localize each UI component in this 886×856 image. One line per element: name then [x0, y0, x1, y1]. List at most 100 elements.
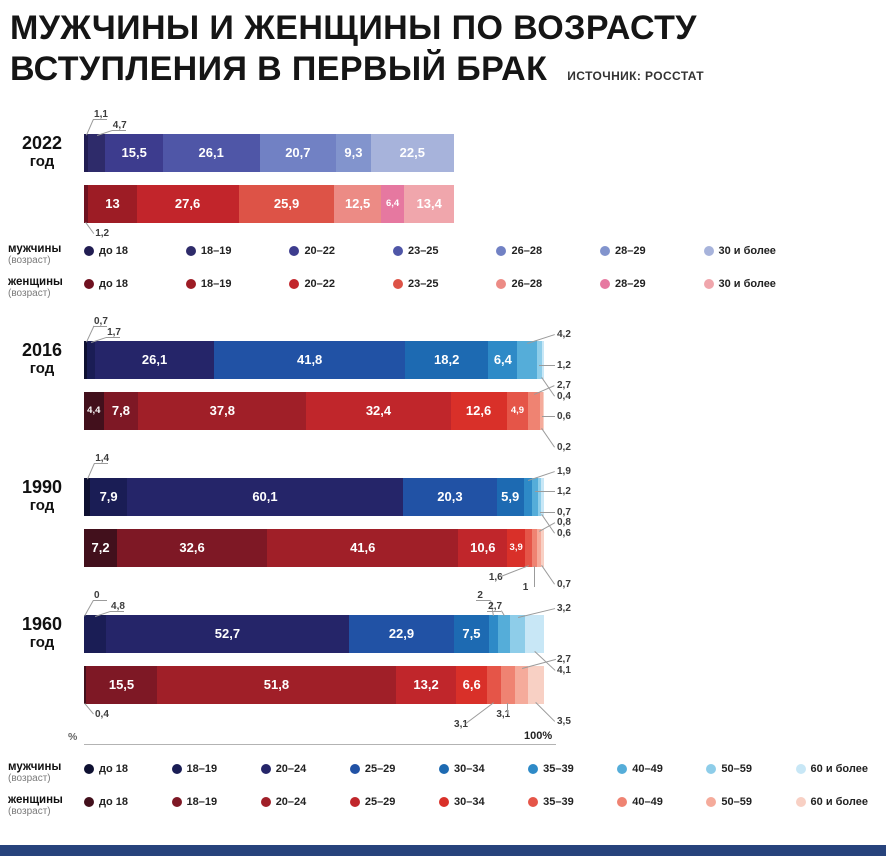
legend-item: 23–25: [392, 278, 439, 290]
legend-category-label: 25–29: [364, 762, 396, 775]
legend-series-name: женщины: [8, 275, 63, 288]
callout-value: 1,2: [557, 486, 571, 498]
callout-line: [539, 511, 555, 513]
segment-value: 10,6: [470, 540, 496, 556]
callout-value: 0: [94, 589, 100, 601]
legend-item: до 18: [84, 278, 128, 290]
legend-item: 18–19: [171, 763, 217, 775]
bar-segment: 6,4: [488, 340, 518, 379]
callout-line: [93, 325, 107, 327]
segment-value: 13,4: [416, 196, 442, 212]
legend-color-dot: [185, 278, 196, 289]
year-word: год: [29, 497, 55, 515]
segment-value: 32,6: [179, 540, 205, 556]
legend-color-dot: [84, 796, 94, 807]
bar-segment: [541, 477, 544, 516]
callout-value: 0,4: [95, 708, 109, 720]
bar-segment: 5,9: [496, 477, 524, 516]
segment-value: 4,4: [87, 405, 101, 417]
stacked-bar: 15,5 26,1 20,7 9,3 22,5: [84, 133, 454, 172]
legend-color-dot: [84, 245, 94, 256]
bar-segment: 13,2: [395, 665, 457, 704]
bar-segment: 32,4: [306, 391, 451, 430]
year-group-1960: 1960 год 52,7 22,9 7,5 0 4,8 2 2,7 3,2 4,1 15,5 51,8…: [0, 585, 886, 730]
segment-value: 25,9: [273, 196, 300, 212]
charts-historic: 2016 год 26,1 41,8 18,2 6,4 0,7 1,7 4,2 1,2 0,4 4,4…: [0, 311, 886, 730]
legend-color-dot: [289, 245, 300, 256]
bar-segment: 7,5: [454, 614, 489, 653]
legend-item: 50–59: [706, 796, 752, 808]
chart-2022: 2022 год 15,5 26,1 20,7 9,3 22,5 1,1 4,7 13 27,6 25…: [0, 104, 886, 239]
legend-item: 40–49: [617, 763, 663, 775]
bar-segment: 7,2: [84, 528, 118, 567]
bar-segment: [540, 528, 544, 567]
callout-line: [465, 701, 495, 724]
callout-line: [476, 599, 491, 601]
callout-value: 0,4: [557, 390, 571, 402]
legend-category-label: 50–59: [721, 795, 752, 808]
segment-value: 52,7: [214, 626, 241, 642]
callout-line: [541, 564, 555, 585]
bar-women-1990: 7,2 32,6 41,6 10,6 3,9 1,6 1 0,8 0,7: [84, 517, 571, 593]
callout-line: [85, 325, 94, 343]
source-label: ИСТОЧНИК: РОССТАТ: [567, 68, 705, 83]
bar-segment: 9,3: [336, 133, 371, 172]
legend-item: 20–22: [289, 245, 335, 257]
legend-bottom: мужчины (возраст) до 18 18–19 20–24 25–29 30–3…: [0, 761, 886, 817]
legend-color-dot: [599, 278, 610, 289]
legend-color-dot: [392, 278, 403, 289]
callout-value: 3,5: [557, 715, 571, 727]
legend-series-name: мужчины: [8, 760, 62, 773]
legend-category-label: 23–25: [407, 244, 439, 257]
callout-line: [110, 610, 125, 612]
legend-category-label: 60 и более: [810, 762, 868, 775]
stacked-bar: 52,7 22,9 7,5: [84, 614, 544, 653]
legend-item: 30–34: [438, 763, 485, 775]
legend-item: 60 и более: [795, 796, 868, 808]
legend-color-dot: [185, 245, 196, 256]
legend-row-men: мужчины (возраст) до 18 18–19 20–22 23–25 26–2…: [0, 243, 886, 266]
legend-series-name: женщины: [8, 793, 63, 806]
year-label: 1990 год: [0, 448, 84, 567]
bar-segment: 51,8: [157, 665, 396, 704]
bar-segment: [486, 665, 502, 704]
bar-segment: [528, 391, 541, 430]
legend-item: 25–29: [349, 796, 395, 808]
segment-value: 12,5: [344, 196, 371, 212]
bar-men-1990: 7,9 60,1 20,3 5,9 1,4 1,9 1,2 0,7 0,6: [84, 453, 571, 539]
legend-color-dot: [349, 763, 360, 774]
stacked-bar: 26,1 41,8 18,2 6,4: [84, 340, 544, 379]
bar-segment: 15,5: [85, 665, 158, 704]
bar-segment: [84, 665, 86, 704]
legend-item: 30 и более: [703, 278, 776, 290]
bar-segment: 22,9: [348, 614, 455, 653]
legend-category-label: 28–29: [614, 244, 646, 257]
segment-value: 32,4: [365, 403, 392, 419]
bar-segment: 7,8: [103, 391, 139, 430]
legend-color-dot: [84, 278, 94, 289]
segment-value: 7,2: [91, 540, 110, 556]
segment-value: 26,1: [141, 352, 168, 368]
legend-color-dot: [617, 763, 628, 774]
legend-category-label: 50–59: [721, 762, 752, 775]
legend-category-label: 30 и более: [718, 244, 776, 257]
segment-value: 13,2: [413, 677, 439, 693]
legend-series-label: женщины (возраст): [0, 276, 84, 299]
bar-segment: 6,4: [380, 184, 405, 223]
callout-line: [541, 427, 555, 448]
bar-segment: 4,4: [84, 391, 104, 430]
bar-segment: 52,7: [106, 614, 349, 653]
legend-category-label: до 18: [99, 277, 128, 290]
bar-men-1960: 52,7 22,9 7,5 0 4,8 2 2,7 3,2 4,1: [84, 590, 571, 676]
bar-segment: 6,6: [456, 665, 487, 704]
callout-value: 4,1: [557, 664, 571, 676]
legend-series-label: мужчины (возраст): [0, 761, 84, 784]
callout-value: 2,7: [557, 653, 571, 665]
legend-series-sub: (возраст): [8, 254, 51, 266]
legend-item: 28–29: [599, 244, 646, 257]
legend-item: 40–49: [617, 796, 663, 808]
bar-segment: [497, 614, 511, 653]
header: МУЖЧИНЫ И ЖЕНЩИНЫ ПО ВОЗРАСТУ ВСТУПЛЕНИЯ…: [0, 0, 886, 90]
bar-segment: 7,9: [90, 477, 127, 516]
bar-women-2016: 4,4 7,8 37,8 32,4 12,6 4,9 2,7 0,6 0,2: [84, 380, 571, 453]
